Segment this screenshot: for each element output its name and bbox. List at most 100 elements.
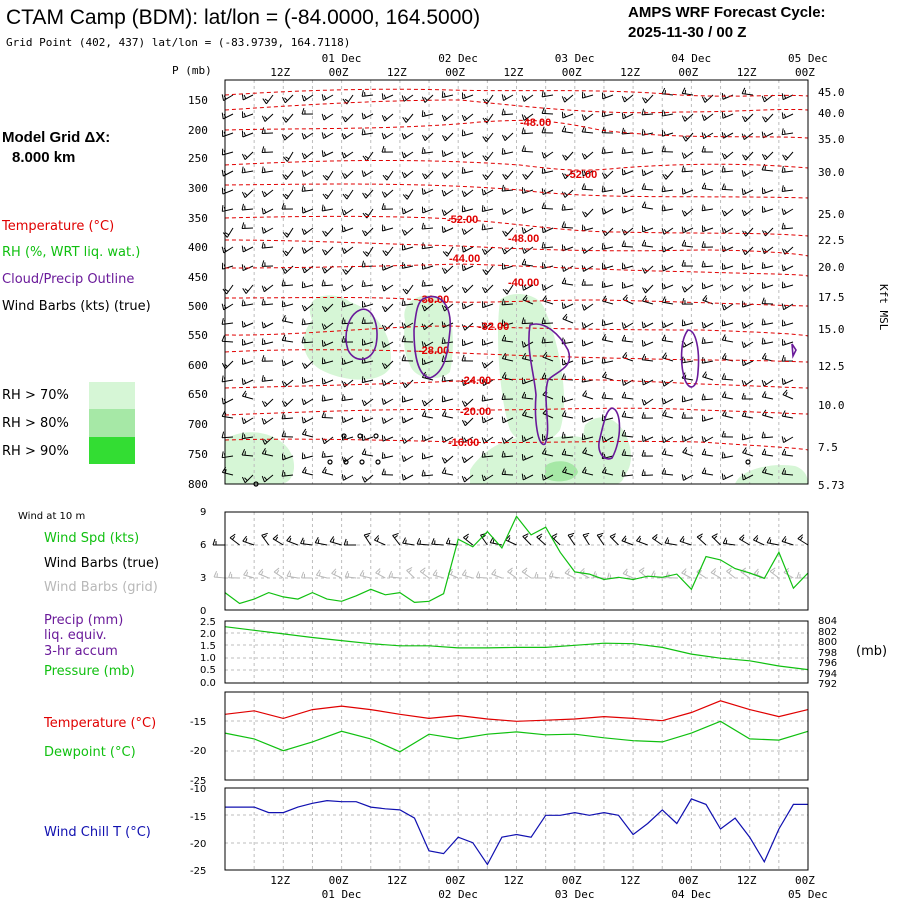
barb-flag: [321, 150, 324, 157]
upper-wind-barb: [401, 416, 414, 424]
barb-flag: [343, 209, 347, 214]
barb-flag: [461, 419, 466, 426]
upper-wind-barb: [241, 417, 254, 425]
barb-staff: [582, 94, 594, 99]
wind-barb-grid: [286, 570, 298, 579]
upper-wind-barb: [282, 227, 294, 238]
upper-wind-barb: [761, 352, 774, 362]
barb-flag: [581, 322, 584, 329]
barb-flag: [281, 359, 284, 366]
barb-flag: [276, 570, 280, 574]
upper-wind-barb: [381, 468, 394, 476]
wind-panel-frame: [224, 511, 809, 611]
barb-flag: [621, 449, 625, 456]
upper-wind-barb: [301, 360, 314, 369]
upper-wind-barb: [281, 202, 294, 210]
barb-flag: [721, 334, 726, 341]
upper-wind-barb: [321, 340, 334, 347]
barb-flag: [421, 242, 424, 249]
barb-flag: [464, 401, 468, 405]
time-tick: 12Z: [270, 66, 290, 79]
barb-flag: [501, 437, 505, 444]
upper-wind-barb: [521, 113, 534, 121]
upper-wind-barb: [561, 448, 574, 457]
date-label: 04 Dec: [671, 888, 711, 900]
barb-flag: [744, 412, 747, 417]
barb-flag: [283, 381, 288, 386]
upper-wind-barb: [621, 187, 634, 195]
precip-y-tick: 2.5: [200, 617, 216, 628]
barb-staff: [425, 170, 434, 180]
barb-flag: [721, 152, 726, 160]
barb-flag: [421, 410, 426, 417]
barb-flag: [381, 191, 386, 198]
barb-staff: [262, 170, 274, 174]
upper-wind-barb: [241, 222, 254, 229]
barb-flag: [623, 170, 627, 175]
barb-staff: [642, 379, 654, 386]
barb-flag: [541, 317, 545, 324]
barb-flag: [603, 264, 606, 269]
barb-staff: [442, 341, 454, 345]
upper-wind-barb: [502, 227, 514, 237]
upper-wind-barb: [441, 132, 454, 142]
barb-staff: [302, 433, 314, 438]
barb-flag: [381, 132, 385, 140]
barb-flag: [551, 533, 558, 538]
barb-flag: [301, 416, 304, 424]
barb-staff: [404, 379, 414, 389]
barb-flag: [484, 117, 489, 121]
barb-flag: [461, 475, 465, 483]
barb-flag: [584, 449, 588, 454]
barb-flag: [662, 173, 667, 180]
barb-flag: [561, 125, 566, 132]
barb-flag: [361, 476, 366, 483]
barb-flag: [482, 174, 487, 180]
upper-wind-barb: [641, 265, 654, 274]
barb-flag: [244, 477, 248, 481]
barb-staff: [702, 208, 714, 212]
barb-flag: [362, 251, 368, 257]
barb-staff: [222, 415, 234, 419]
barb-staff: [726, 570, 736, 579]
barb-flag: [419, 567, 426, 572]
upper-wind-barb: [362, 434, 374, 441]
barb-flag: [611, 535, 616, 539]
barb-staff: [222, 455, 234, 459]
barb-flag: [741, 115, 746, 122]
barb-flag: [583, 417, 587, 422]
barb-flag: [341, 335, 345, 343]
upper-wind-barb: [761, 187, 774, 195]
barb-staff: [701, 398, 714, 401]
barb-flag: [321, 394, 324, 402]
barb-staff: [641, 474, 654, 477]
barb-staff: [622, 113, 634, 120]
barb-flag: [663, 229, 667, 233]
barb-staff: [482, 303, 494, 309]
barb-flag: [598, 534, 603, 538]
barb-flag: [763, 320, 766, 325]
barb-staff: [702, 265, 714, 268]
barb-flag: [763, 188, 766, 193]
barb-flag: [703, 226, 706, 231]
barb-flag: [286, 535, 292, 542]
barb-flag: [323, 341, 327, 346]
barb-flag: [521, 145, 525, 152]
barb-staff: [343, 151, 354, 159]
barb-staff: [702, 187, 714, 191]
barb-staff: [422, 151, 434, 154]
barb-flag: [621, 322, 624, 329]
height-axis-title: Kft MSL: [877, 284, 890, 331]
barb-staff: [622, 151, 634, 155]
upper-wind-barb: [401, 151, 414, 159]
barb-staff: [284, 398, 294, 407]
barb-flag: [741, 392, 745, 400]
barb-staff: [739, 538, 750, 546]
barb-flag: [364, 282, 366, 287]
barb-flag: [621, 112, 624, 119]
barb-flag: [301, 428, 307, 435]
barb-flag: [603, 111, 606, 117]
barb-staff: [264, 113, 274, 122]
upper-wind-barb: [441, 284, 454, 293]
